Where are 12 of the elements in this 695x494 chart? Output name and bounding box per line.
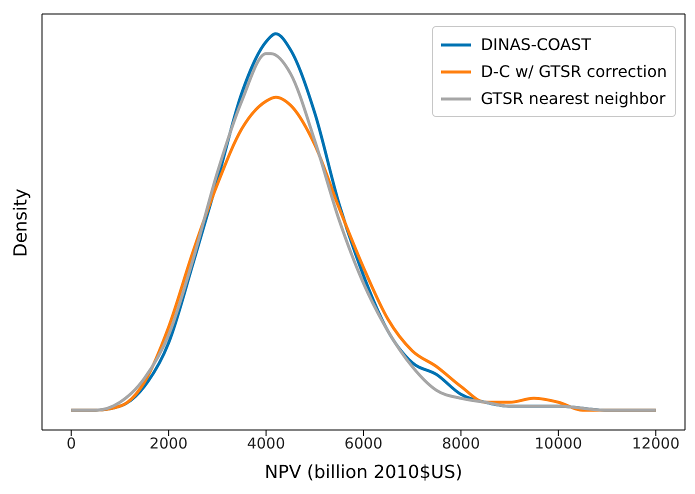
x-tick-label: 4000	[246, 434, 286, 453]
legend-label: D-C w/ GTSR correction	[480, 61, 667, 83]
y-axis-title: Density	[10, 188, 32, 257]
x-tick-label: 12000	[632, 434, 680, 453]
legend-label: DINAS-COAST	[480, 34, 591, 56]
x-tick-label: 2000	[150, 434, 188, 453]
legend-label: GTSR nearest neighbor	[480, 88, 666, 110]
x-axis-title: NPV (billion 2010$US)	[264, 462, 462, 483]
x-tick-label: 6000	[344, 434, 383, 453]
x-tick-label: 8000	[442, 434, 480, 453]
x-tick-label: 0	[66, 434, 76, 453]
x-tick-label: 10000	[534, 434, 582, 453]
